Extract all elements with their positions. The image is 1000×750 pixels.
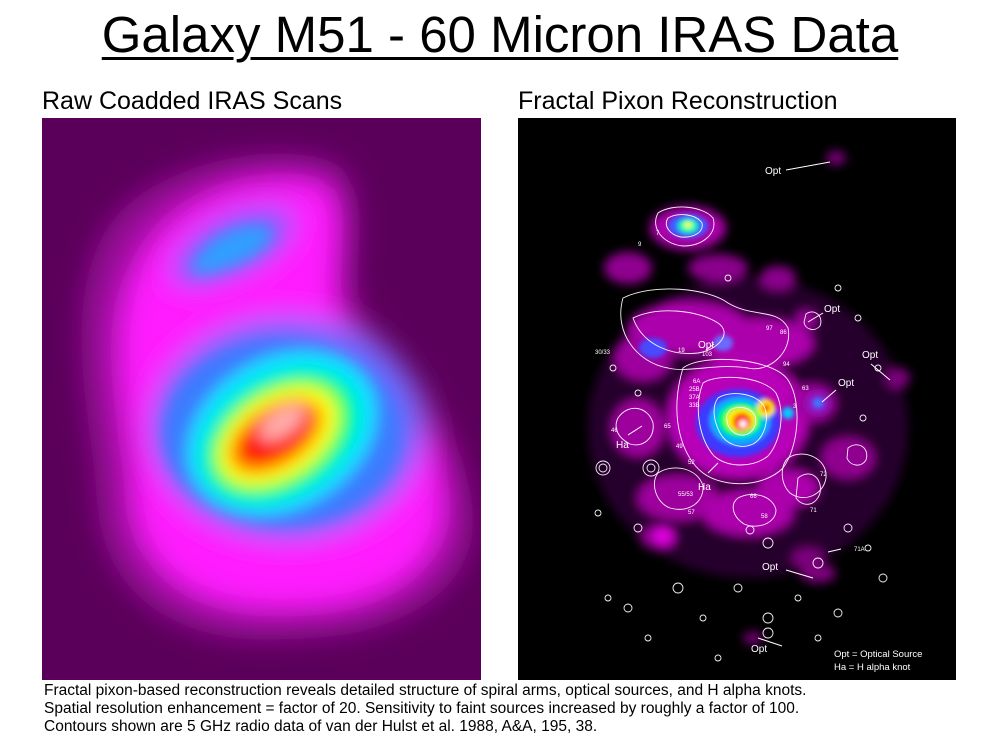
right-panel-subtitle: Fractal Pixon Reconstruction [518,87,838,115]
label-n37a: 37A [689,395,700,401]
label-n57: 57 [688,510,695,516]
page-title: Galaxy M51 - 60 Micron IRAS Data [101,6,899,63]
label-n30-33: 30/33 [595,350,611,356]
bright-opt-mid [813,398,823,408]
label-n46: 46 [611,428,618,434]
label-n6a: 6A [693,379,700,385]
legend-line-1: Opt = Optical Source [834,649,922,660]
label-opt-lower: Opt [762,562,778,573]
label-opt-top: Opt [765,166,781,177]
label-n55-53: 55/53 [678,492,694,498]
bright-core-white [739,420,747,428]
label-n103: 103 [702,352,713,358]
bright-top-yellow [684,222,692,228]
blob-far-right [886,368,910,388]
legend-line-2: Ha = H alpha knot [834,662,911,673]
label-n86: 86 [780,330,787,336]
blob-opt-86 [796,311,816,329]
label-n52: 52 [688,460,695,466]
pointer-lines [627,161,891,647]
caption-line-2: Spatial resolution enhancement = factor … [44,700,800,717]
label-n9: 9 [638,242,642,248]
label-opt-upper-right: Opt [862,350,878,361]
label-n25b: 25B [689,387,700,393]
label-opt-upper-mid: Opt [824,304,840,315]
label-n19: 19 [678,348,685,354]
label-n94: 94 [783,362,790,368]
core-pink [259,405,305,441]
blob-lower-3 [758,470,818,506]
bright-left-blue [639,338,667,358]
blob-band-2 [703,319,813,367]
label-n58: 58 [761,514,768,520]
figure-caption: Fractal pixon-based reconstruction revea… [44,682,964,736]
blob-top-left [604,252,652,284]
label-n49: 49 [676,444,683,450]
arm-blue [191,224,273,275]
pixon-image-svg: Opt Opt Opt Opt Opt Opt Opt Ha Ha 7 9 30… [518,118,956,680]
bright-mid-blue [713,335,733,351]
blob-top-mid [688,254,748,282]
raw-iras-image-svg [42,118,481,680]
blob-opt-bottom [743,632,763,644]
label-n97: 97 [766,326,773,332]
blob-lower-5 [653,528,673,544]
label-n33b: 33B [689,403,700,409]
blob-opt-top [826,151,846,165]
label-n71: 71 [810,508,817,514]
label-n3: 3 [793,404,797,410]
annotations: Opt Opt Opt Opt Opt Opt Opt Ha Ha 7 9 30… [595,166,922,673]
label-n66: 66 [750,494,757,500]
label-ha-left: Ha [616,440,629,451]
label-n72: 72 [820,472,827,478]
blob-lower-6 [792,548,824,568]
label-opt-center: Opt [698,340,714,351]
pixon-reconstruction-image: Opt Opt Opt Opt Opt Opt Opt Ha Ha 7 9 30… [518,118,956,680]
caption-line-1: Fractal pixon-based reconstruction revea… [44,682,807,699]
radio-contours [594,206,888,662]
label-n7: 7 [656,231,660,237]
caption-line-3: Contours shown are 5 GHz radio data of v… [44,718,598,735]
label-opt-bottom: Opt [751,644,767,655]
label-n63: 63 [802,386,809,392]
label-ha-bottom: Ha [698,482,711,493]
left-panel-subtitle: Raw Coadded IRAS Scans [42,87,343,115]
label-opt-mid-right: Opt [838,378,854,389]
blob-top-right [760,266,796,290]
label-n65: 65 [664,424,671,430]
label-n71a: 71A [854,547,865,553]
raw-iras-image [42,118,481,680]
bright-core-3 [782,407,794,419]
blob-lower-1 [638,476,718,520]
blob-right-2 [822,438,874,478]
blob-lower-7 [800,563,836,583]
